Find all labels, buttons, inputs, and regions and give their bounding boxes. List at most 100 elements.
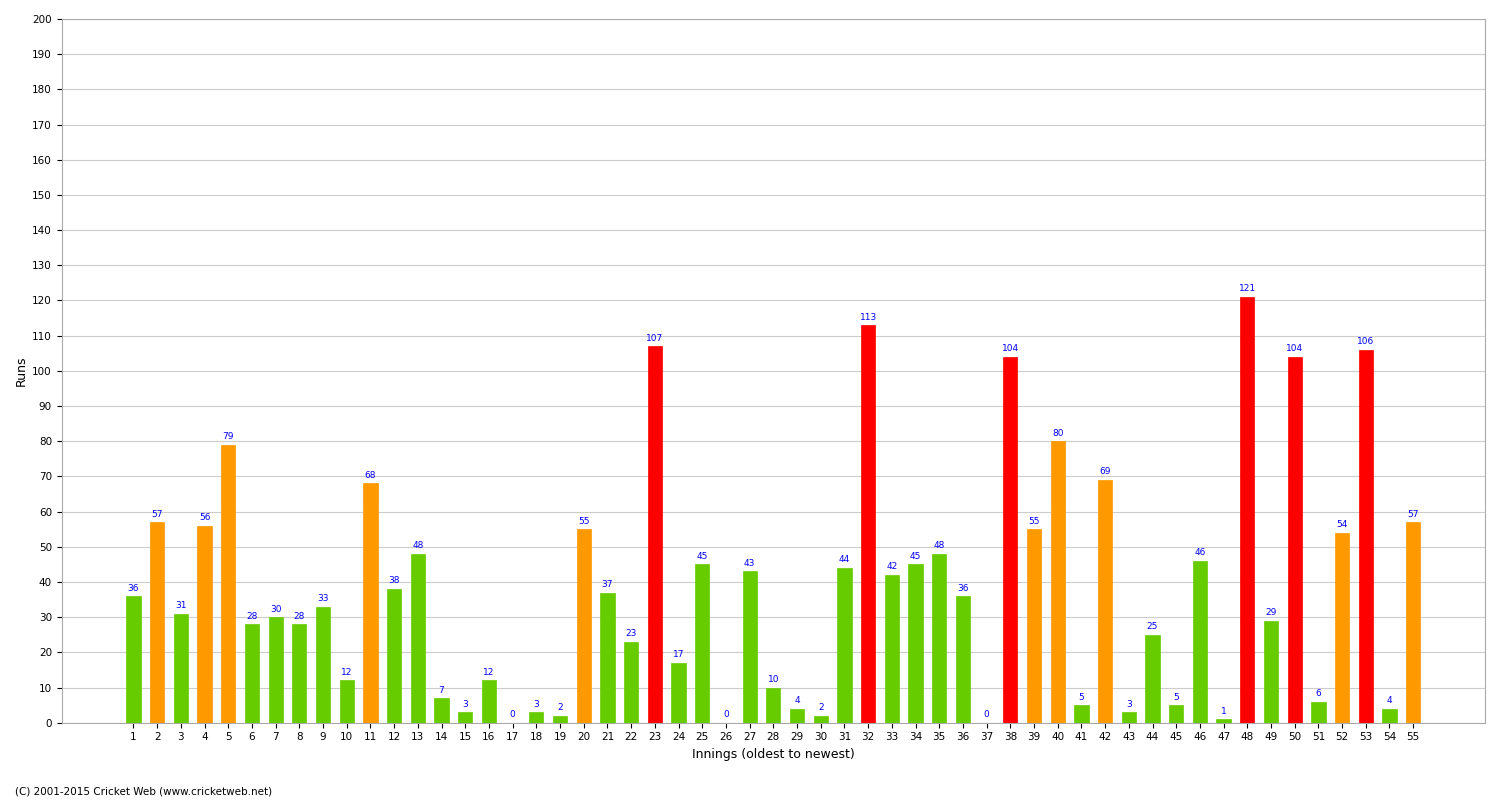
Bar (339, 681, 354, 722)
Bar (363, 483, 378, 722)
Text: 43: 43 (744, 559, 756, 568)
Bar (861, 325, 874, 722)
Text: 28: 28 (246, 612, 258, 621)
Text: 68: 68 (364, 471, 376, 480)
Text: 48: 48 (933, 542, 945, 550)
Bar (435, 698, 448, 722)
Text: 57: 57 (1407, 510, 1419, 518)
Text: 69: 69 (1100, 467, 1112, 477)
Bar (1004, 357, 1017, 722)
Bar (411, 554, 424, 722)
Text: 0: 0 (510, 710, 516, 719)
Bar (387, 589, 400, 722)
Bar (1264, 621, 1278, 722)
Text: 17: 17 (674, 650, 684, 659)
Bar (244, 624, 260, 722)
Bar (1216, 719, 1230, 722)
Text: 48: 48 (413, 542, 423, 550)
Bar (837, 568, 852, 722)
Text: 55: 55 (1029, 517, 1039, 526)
Bar (220, 445, 236, 722)
Text: 5: 5 (1078, 693, 1084, 702)
Bar (742, 571, 756, 722)
Bar (458, 712, 472, 722)
Text: 104: 104 (1286, 344, 1304, 354)
Text: 45: 45 (696, 552, 708, 561)
Bar (909, 564, 922, 722)
Bar (292, 624, 306, 722)
Bar (174, 614, 188, 722)
Bar (1168, 705, 1184, 722)
Text: 7: 7 (438, 686, 444, 694)
Text: 46: 46 (1194, 548, 1206, 558)
Bar (1098, 480, 1112, 722)
Text: 44: 44 (839, 555, 850, 564)
Text: 2: 2 (556, 703, 562, 712)
Text: 36: 36 (128, 583, 140, 593)
Bar (1383, 709, 1396, 722)
Bar (1311, 702, 1326, 722)
Bar (316, 606, 330, 722)
Text: 113: 113 (859, 313, 876, 322)
Bar (624, 642, 638, 722)
Text: 56: 56 (200, 513, 210, 522)
X-axis label: Innings (oldest to newest): Innings (oldest to newest) (692, 748, 855, 761)
Bar (482, 681, 496, 722)
Text: 45: 45 (910, 552, 921, 561)
Bar (1359, 350, 1372, 722)
Bar (1406, 522, 1420, 722)
Bar (1074, 705, 1089, 722)
Bar (766, 687, 780, 722)
Text: 12: 12 (340, 668, 352, 677)
Bar (126, 596, 141, 722)
Text: 57: 57 (152, 510, 164, 518)
Bar (600, 593, 615, 722)
Text: 4: 4 (1386, 696, 1392, 705)
Bar (1192, 561, 1208, 722)
Bar (530, 712, 543, 722)
Bar (1122, 712, 1136, 722)
Text: 4: 4 (794, 696, 800, 705)
Text: 55: 55 (578, 517, 590, 526)
Bar (1050, 442, 1065, 722)
Bar (150, 522, 165, 722)
Bar (956, 596, 970, 722)
Text: 0: 0 (984, 710, 990, 719)
Text: 121: 121 (1239, 285, 1256, 294)
Text: 42: 42 (886, 562, 897, 571)
Bar (694, 564, 709, 722)
Y-axis label: Runs: Runs (15, 356, 28, 386)
Bar (554, 716, 567, 722)
Text: 1: 1 (1221, 706, 1227, 716)
Bar (198, 526, 211, 722)
Bar (268, 617, 284, 722)
Text: 2: 2 (818, 703, 824, 712)
Bar (576, 529, 591, 722)
Text: 3: 3 (462, 700, 468, 709)
Text: 0: 0 (723, 710, 729, 719)
Text: 23: 23 (626, 630, 638, 638)
Bar (1028, 529, 1041, 722)
Bar (1335, 533, 1348, 722)
Text: 36: 36 (957, 583, 969, 593)
Bar (932, 554, 946, 722)
Bar (813, 716, 828, 722)
Text: 31: 31 (176, 601, 186, 610)
Text: 3: 3 (534, 700, 538, 709)
Text: 29: 29 (1266, 608, 1276, 617)
Bar (672, 663, 686, 722)
Text: 79: 79 (222, 432, 234, 442)
Text: 12: 12 (483, 668, 495, 677)
Text: 28: 28 (294, 612, 304, 621)
Text: 38: 38 (388, 577, 400, 586)
Text: 104: 104 (1002, 344, 1019, 354)
Text: 37: 37 (602, 580, 613, 589)
Text: 6: 6 (1316, 689, 1322, 698)
Text: 33: 33 (318, 594, 328, 603)
Text: 5: 5 (1173, 693, 1179, 702)
Text: 3: 3 (1126, 700, 1131, 709)
Bar (790, 709, 804, 722)
Text: 10: 10 (768, 675, 778, 684)
Text: 30: 30 (270, 605, 282, 614)
Bar (1287, 357, 1302, 722)
